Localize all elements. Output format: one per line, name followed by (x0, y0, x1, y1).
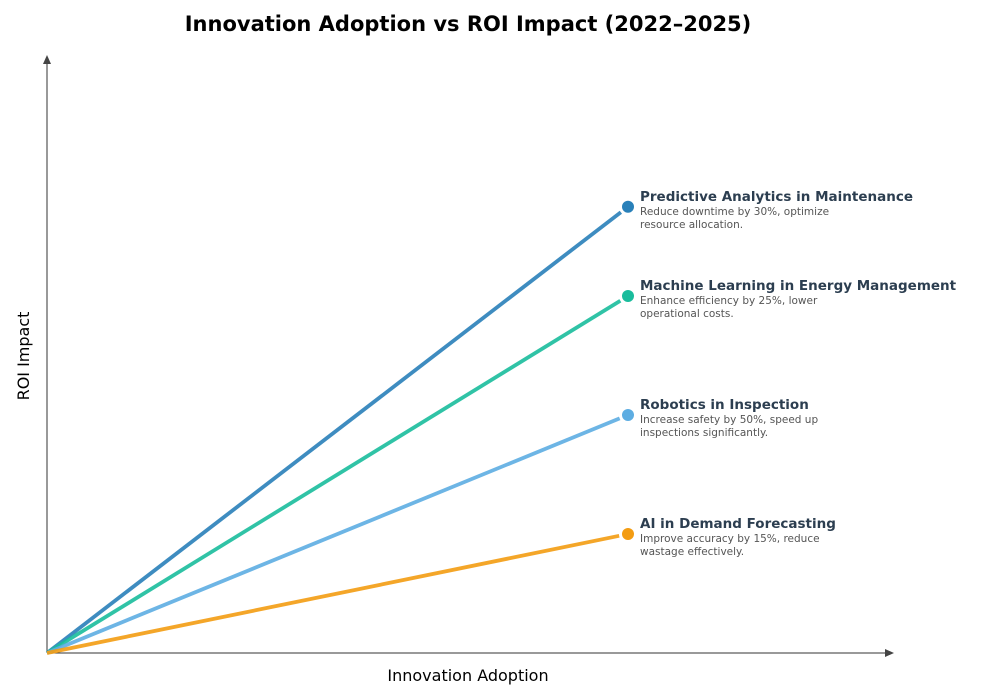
series-line (46, 299, 622, 655)
chart-title: Innovation Adoption vs ROI Impact (2022–… (185, 12, 752, 36)
series-label: AI in Demand Forecasting (640, 516, 836, 532)
data-point (622, 409, 634, 421)
series-0: Predictive Analytics in MaintenanceReduc… (45, 189, 913, 655)
series-description: Reduce downtime by 30%, optimize (640, 206, 829, 218)
data-point (622, 528, 634, 540)
y-axis-arrow-icon (43, 55, 51, 64)
series-line (46, 416, 621, 655)
series-description: Improve accuracy by 15%, reduce (640, 533, 820, 545)
y-axis-label: ROI Impact (14, 312, 33, 401)
series-description: operational costs. (640, 308, 734, 320)
x-axis-label: Innovation Adoption (387, 666, 548, 685)
data-point (622, 200, 634, 213)
series-description: wastage effectively. (640, 546, 744, 558)
series-1: Machine Learning in Energy ManagementEnh… (46, 278, 957, 655)
series-label: Machine Learning in Energy Management (640, 278, 957, 294)
x-axis (47, 649, 894, 657)
series-line (45, 210, 623, 655)
x-axis-arrow-icon (885, 649, 894, 657)
series-description: Increase safety by 50%, speed up (640, 414, 818, 426)
series-description: Enhance efficiency by 25%, lower (640, 295, 818, 307)
series-description: resource allocation. (640, 219, 743, 231)
series-label: Robotics in Inspection (640, 397, 809, 413)
series-label: Predictive Analytics in Maintenance (640, 189, 913, 205)
data-point (622, 290, 634, 302)
series-line (46, 533, 620, 655)
y-axis (43, 55, 51, 653)
series-description: inspections significantly. (640, 427, 768, 439)
